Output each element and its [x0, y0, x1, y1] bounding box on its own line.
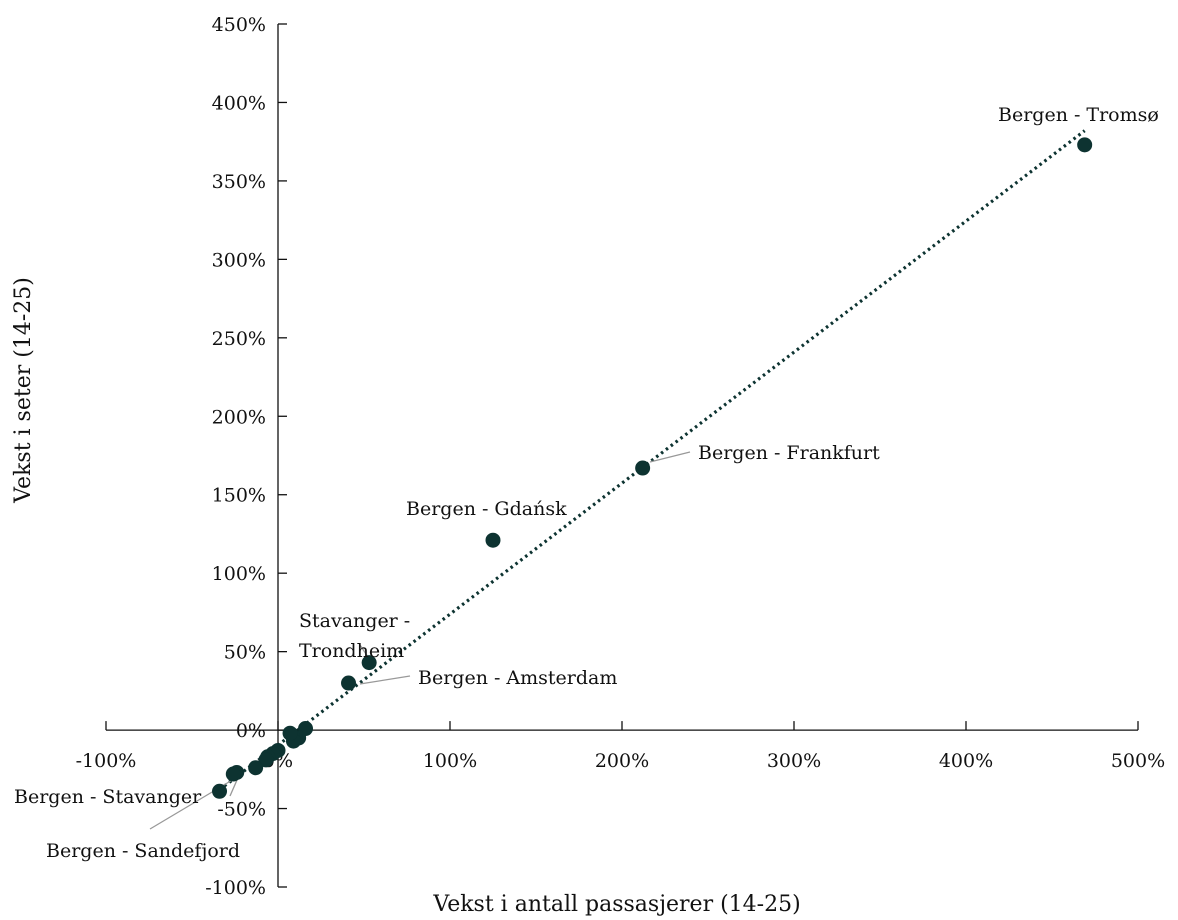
y-tick-label: -50% — [217, 799, 266, 821]
data-point — [361, 655, 377, 671]
y-tick-label: 0% — [236, 720, 266, 742]
y-tick-label: 50% — [224, 642, 266, 664]
x-tick-label: 100% — [423, 750, 477, 772]
point-label: Trondheim — [299, 640, 404, 662]
y-tick-label: 400% — [212, 92, 266, 114]
point-label: Bergen - Amsterdam — [418, 667, 617, 689]
x-tick-label: 500% — [1111, 750, 1165, 772]
data-point — [248, 760, 264, 776]
point-label: Stavanger - — [299, 610, 410, 632]
data-point — [1077, 137, 1093, 153]
x-tick-label: 400% — [939, 750, 993, 772]
x-axis-title: Vekst i antall passasjerer (14-25) — [432, 892, 800, 917]
data-point — [212, 783, 228, 799]
data-point — [258, 752, 274, 768]
trendline — [218, 129, 1086, 791]
y-tick-label: 300% — [212, 249, 266, 271]
annotation-leader — [229, 779, 238, 797]
annotation-leader — [649, 451, 691, 463]
y-axis-title: Vekst i seter (14-25) — [11, 277, 36, 504]
point-label: Bergen - Gdańsk — [406, 498, 567, 520]
point-label: Bergen - Stavanger — [14, 786, 202, 808]
data-point — [225, 766, 241, 782]
y-tick-label: -100% — [205, 877, 266, 899]
x-tick-label: 200% — [595, 750, 649, 772]
data-point — [282, 725, 298, 741]
point-label: Bergen - Sandefjord — [46, 840, 240, 862]
data-point — [341, 675, 357, 691]
data-point — [635, 460, 651, 476]
data-point — [485, 532, 501, 548]
y-tick-label: 100% — [212, 563, 266, 585]
annotation-leader — [149, 775, 240, 830]
x-tick-label: 300% — [767, 750, 821, 772]
y-tick-label: 250% — [212, 328, 266, 350]
y-tick-label: 350% — [212, 171, 266, 193]
y-tick-label: 450% — [212, 14, 266, 36]
y-tick-label: 200% — [212, 406, 266, 428]
x-tick-label: -100% — [76, 750, 137, 772]
y-tick-label: 150% — [212, 485, 266, 507]
annotation-leader — [359, 675, 411, 685]
point-label: Bergen - Frankfurt — [698, 442, 880, 464]
point-label: Bergen - Tromsø — [998, 104, 1159, 126]
